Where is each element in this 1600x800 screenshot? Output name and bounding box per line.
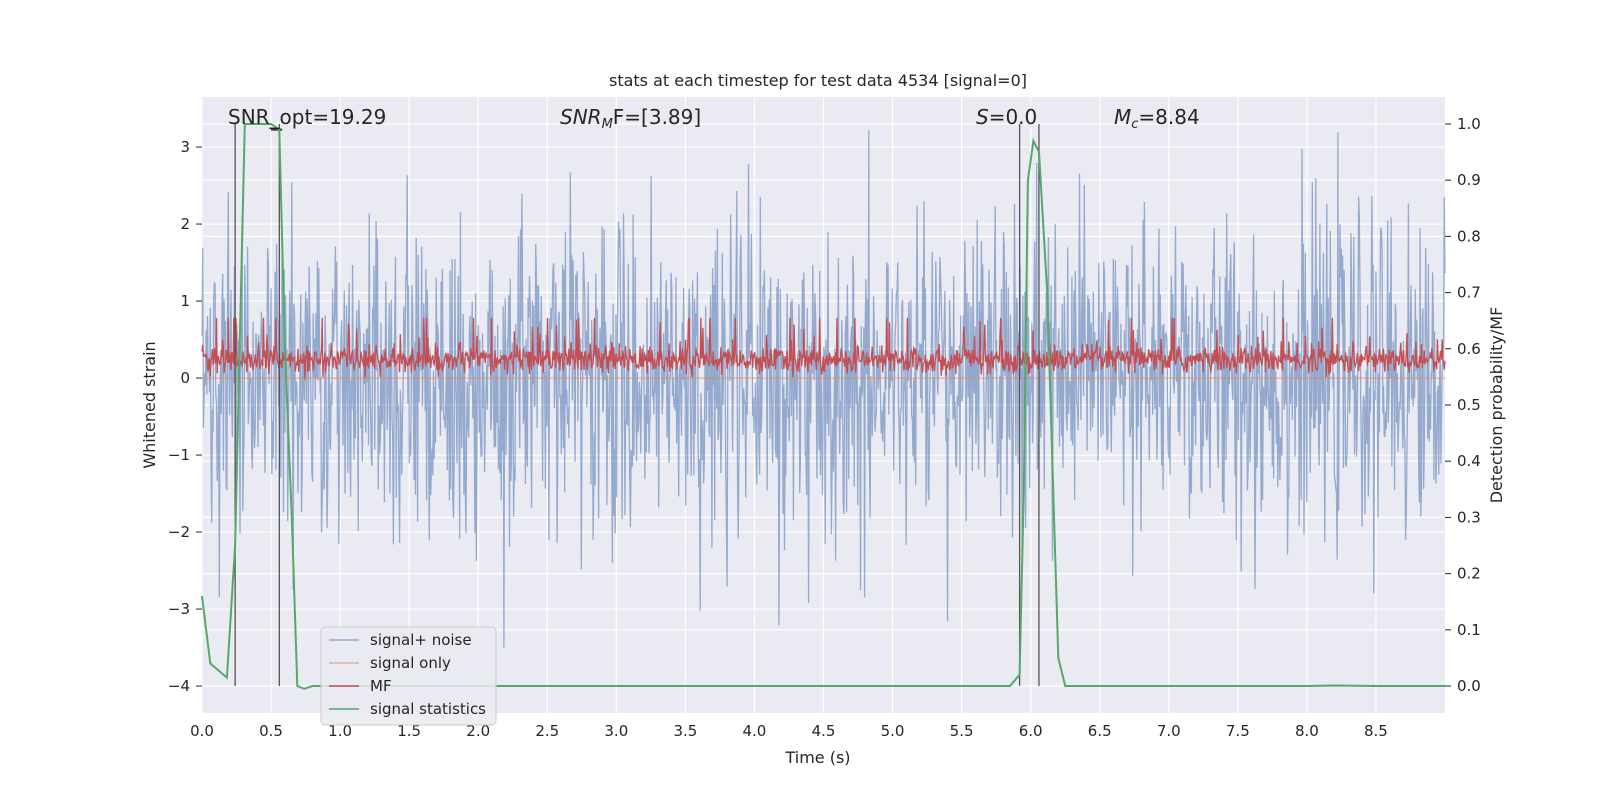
- x-tick-label: 3.0: [604, 722, 628, 740]
- y2-tick-label: 1.0: [1457, 115, 1481, 133]
- y2-tick-label: 0.7: [1457, 284, 1481, 302]
- mf-line: [201, 317, 1446, 380]
- x-tick-label: 8.0: [1295, 722, 1319, 740]
- legend-label-signal-only: signal only: [370, 654, 451, 672]
- signal-statistics-series: [201, 123, 1445, 690]
- y-tick-label: 0: [180, 369, 190, 387]
- mf-series: [201, 317, 1446, 380]
- annotation-mc: Mc=8.84: [1114, 105, 1200, 132]
- x-tick-label: 5.5: [950, 722, 974, 740]
- legend-label-signal-statistics: signal statistics: [370, 700, 486, 718]
- x-tick-label: 6.5: [1088, 722, 1112, 740]
- y2-tick-label: 0.8: [1457, 227, 1481, 245]
- y2-tick-label: 0.6: [1457, 340, 1481, 358]
- x-tick-label: 4.5: [812, 722, 836, 740]
- x-tick-label: 4.0: [743, 722, 767, 740]
- y2-tick-label: 0.1: [1457, 621, 1481, 639]
- x-tick-label: 1.5: [397, 722, 421, 740]
- x-tick-label: 0.5: [259, 722, 283, 740]
- y-tick-label: 3: [180, 138, 190, 156]
- signal-statistics-line: [201, 123, 1445, 690]
- y2-tick-label: 0.9: [1457, 171, 1481, 189]
- x-tick-label: 2.0: [466, 722, 490, 740]
- y-tick-label: 2: [180, 215, 190, 233]
- y-tick-label: −1: [168, 446, 190, 464]
- x-tick-label: 6.0: [1019, 722, 1043, 740]
- x-tick-label: 8.5: [1364, 722, 1388, 740]
- marker-lines: [234, 123, 1040, 687]
- legend-box: [320, 626, 497, 726]
- x-tick-label: 2.5: [535, 722, 559, 740]
- y2-tick-label: 0.3: [1457, 508, 1481, 526]
- y-tick-label: 1: [180, 292, 190, 310]
- chart-title: stats at each timestep for test data 453…: [609, 71, 1027, 90]
- x-axis-label: Time (s): [784, 748, 850, 767]
- y2-tick-label: 0.4: [1457, 452, 1481, 470]
- y2-axis-ticks: 1.0 0.9 0.8 0.7 0.6 0.5 0.4 0.3 0.2 0.1 0.0: [1445, 115, 1481, 695]
- y2-axis-label: Detection probability/MF: [1487, 307, 1506, 504]
- legend: signal+ noise signal only MF signal stat…: [320, 626, 497, 726]
- x-tick-label: 3.5: [673, 722, 697, 740]
- annotation-snr-mf: SNRMF=[3.89]: [560, 105, 701, 132]
- annotation-s: S=0.0: [976, 105, 1037, 129]
- y-tick-label: −2: [168, 523, 190, 541]
- y-axis-label: Whitened strain: [140, 341, 159, 468]
- legend-label-mf: MF: [370, 677, 392, 695]
- y-axis-ticks: 3 2 1 0 −1 −2 −3 −4: [168, 138, 202, 695]
- x-tick-label: 5.0: [881, 722, 905, 740]
- y-tick-label: −4: [168, 677, 190, 695]
- x-tick-label: 7.5: [1226, 722, 1250, 740]
- y-tick-label: −3: [168, 600, 190, 618]
- annotation-snr-opt: SNR_opt=19.29: [228, 105, 386, 129]
- x-tick-label: 7.0: [1157, 722, 1181, 740]
- x-tick-label: 0.0: [190, 722, 214, 740]
- legend-label-signal-noise: signal+ noise: [370, 631, 472, 649]
- y2-tick-label: 0.0: [1457, 677, 1481, 695]
- x-tick-label: 1.0: [328, 722, 352, 740]
- y2-tick-label: 0.5: [1457, 396, 1481, 414]
- x-axis-ticks: 0.0 0.5 1.0 1.5 2.0 2.5 3.0 3.5 4.0 4.5 5.0 5.5 6.0 6…: [190, 722, 1388, 740]
- y2-tick-label: 0.2: [1457, 565, 1481, 583]
